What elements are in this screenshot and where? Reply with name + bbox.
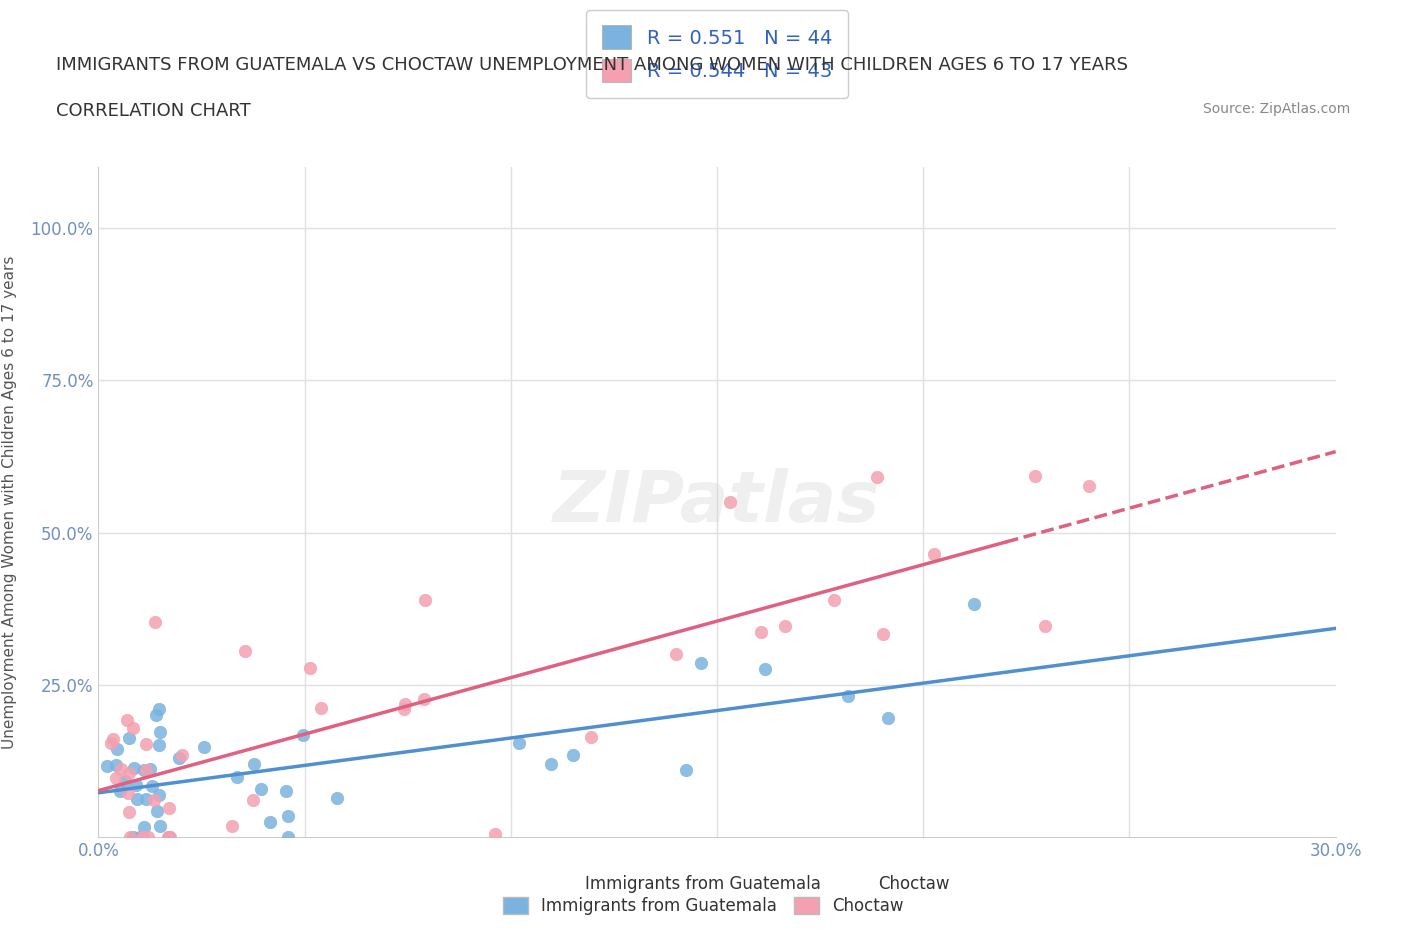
Point xyxy=(775,618,797,633)
Point xyxy=(169,751,191,765)
Point xyxy=(100,736,122,751)
Point xyxy=(233,644,256,658)
Point xyxy=(117,712,139,727)
Point xyxy=(226,769,249,784)
Point xyxy=(242,792,264,807)
Point xyxy=(157,801,180,816)
Text: Source: ZipAtlas.com: Source: ZipAtlas.com xyxy=(1202,102,1350,116)
Point xyxy=(242,757,264,772)
Point xyxy=(122,761,145,776)
Point xyxy=(125,791,148,806)
Point xyxy=(484,826,506,841)
Point xyxy=(276,783,298,798)
Point xyxy=(146,804,169,818)
Point xyxy=(110,783,132,798)
Point xyxy=(143,615,166,630)
Point xyxy=(149,725,172,740)
Text: CORRELATION CHART: CORRELATION CHART xyxy=(56,102,252,120)
Point xyxy=(148,702,170,717)
Point xyxy=(540,756,562,771)
Point xyxy=(1033,618,1056,633)
Point xyxy=(665,646,688,661)
Point xyxy=(508,736,530,751)
Point xyxy=(110,762,132,777)
Point xyxy=(135,791,157,806)
Point xyxy=(157,830,180,844)
Point xyxy=(118,765,141,780)
Text: Choctaw: Choctaw xyxy=(879,875,949,893)
Point xyxy=(562,747,585,762)
Point xyxy=(413,691,436,706)
Point xyxy=(135,762,157,777)
Point xyxy=(148,788,170,803)
Point xyxy=(1024,469,1046,484)
Legend: R = 0.551   N = 44, R = 0.544   N = 43: R = 0.551 N = 44, R = 0.544 N = 43 xyxy=(586,9,848,98)
Point xyxy=(105,741,128,756)
Point xyxy=(193,739,215,754)
Point xyxy=(579,729,602,744)
Point xyxy=(120,830,142,844)
Point xyxy=(259,815,281,830)
Point xyxy=(326,790,349,805)
Point xyxy=(877,711,900,725)
Point xyxy=(117,786,139,801)
Point xyxy=(125,778,148,793)
Point xyxy=(690,656,713,671)
Point xyxy=(415,592,437,607)
Point xyxy=(134,820,156,835)
Point xyxy=(134,763,156,777)
Point xyxy=(170,748,193,763)
Point xyxy=(292,728,315,743)
Point xyxy=(276,830,298,844)
Point xyxy=(135,737,157,751)
Text: Immigrants from Guatemala: Immigrants from Guatemala xyxy=(585,875,821,893)
Point xyxy=(148,737,170,752)
Legend: Immigrants from Guatemala, Choctaw: Immigrants from Guatemala, Choctaw xyxy=(496,890,910,922)
Text: ZIPatlas: ZIPatlas xyxy=(554,468,880,537)
Point xyxy=(122,830,145,844)
Point xyxy=(104,770,127,785)
Point xyxy=(298,660,321,675)
Point xyxy=(132,830,155,844)
Point xyxy=(101,732,124,747)
Point xyxy=(250,781,273,796)
Point xyxy=(837,689,859,704)
Point xyxy=(749,624,772,639)
Point xyxy=(1078,479,1101,494)
Point xyxy=(145,708,167,723)
Text: IMMIGRANTS FROM GUATEMALA VS CHOCTAW UNEMPLOYMENT AMONG WOMEN WITH CHILDREN AGES: IMMIGRANTS FROM GUATEMALA VS CHOCTAW UNE… xyxy=(56,56,1128,73)
Point xyxy=(156,830,179,844)
Point xyxy=(394,697,416,711)
Point xyxy=(922,546,945,561)
Point xyxy=(277,808,299,823)
Point xyxy=(872,627,894,642)
Point xyxy=(963,596,986,611)
Point xyxy=(121,721,143,736)
Point xyxy=(139,761,162,776)
Point xyxy=(675,763,697,777)
Point xyxy=(754,661,776,676)
Point xyxy=(718,494,741,509)
Point xyxy=(823,592,845,607)
Point xyxy=(114,774,136,789)
Point xyxy=(96,759,118,774)
Point xyxy=(118,804,141,819)
Point xyxy=(132,830,155,844)
Point xyxy=(866,470,889,485)
Y-axis label: Unemployment Among Women with Children Ages 6 to 17 years: Unemployment Among Women with Children A… xyxy=(1,256,17,749)
Point xyxy=(149,818,172,833)
Point xyxy=(105,757,128,772)
Point xyxy=(136,830,159,844)
Point xyxy=(118,730,141,745)
Point xyxy=(159,830,181,844)
Point xyxy=(309,700,332,715)
Point xyxy=(392,702,415,717)
Point xyxy=(221,818,243,833)
Point xyxy=(129,830,152,844)
Point xyxy=(143,792,166,807)
Point xyxy=(141,779,163,794)
